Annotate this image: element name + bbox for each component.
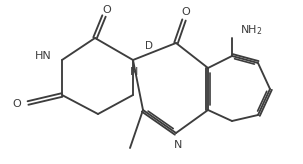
Text: HN: HN <box>35 51 52 61</box>
Text: N: N <box>174 140 182 150</box>
Text: O: O <box>13 99 22 109</box>
Text: O: O <box>181 7 190 17</box>
Text: N: N <box>130 67 138 77</box>
Text: D: D <box>145 41 153 51</box>
Text: O: O <box>103 5 112 15</box>
Text: NH$_2$: NH$_2$ <box>240 23 263 37</box>
